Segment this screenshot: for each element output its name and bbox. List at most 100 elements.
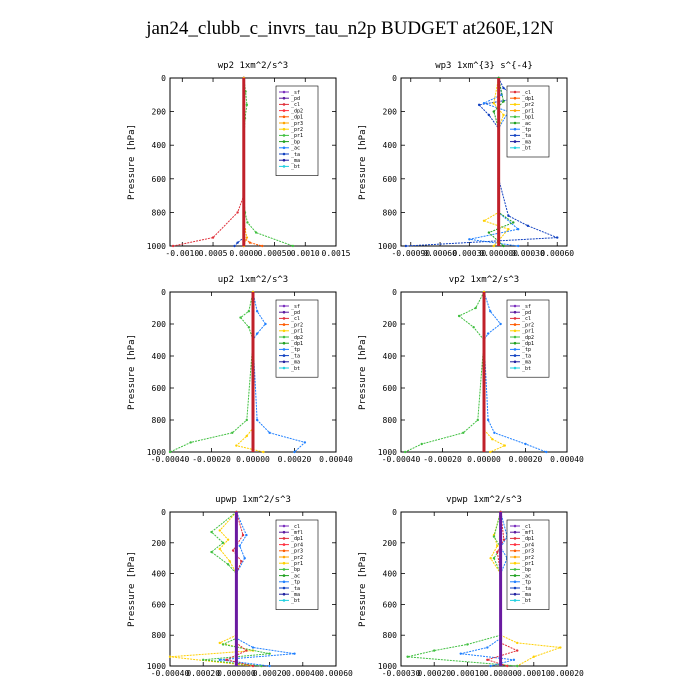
y-tick-label: 0 xyxy=(392,288,397,297)
series-point xyxy=(507,214,510,217)
legend-marker xyxy=(513,555,517,559)
series-point xyxy=(472,326,475,329)
series-point xyxy=(507,228,510,231)
x-tick-label: -0.0010 xyxy=(165,249,199,258)
x-tick-label: -0.00020 xyxy=(423,455,462,464)
y-tick-label: 400 xyxy=(152,570,167,579)
legend-marker xyxy=(513,549,517,553)
series-point xyxy=(225,658,228,662)
legend-marker xyxy=(513,354,517,357)
legend-entry: _pr3 xyxy=(291,121,303,127)
series-point xyxy=(492,557,496,560)
legend-marker xyxy=(282,574,286,577)
legend-marker xyxy=(282,329,286,333)
series-point xyxy=(218,658,221,662)
x-tick-label: 0.00020 xyxy=(509,455,543,464)
legend-marker xyxy=(513,568,517,571)
x-tick-label: 0.00050 xyxy=(258,249,292,258)
series-point xyxy=(171,244,175,248)
series-point xyxy=(406,655,409,658)
y-tick-label: 200 xyxy=(152,108,167,117)
series-point xyxy=(403,450,407,454)
series-point xyxy=(476,418,479,422)
y-tick-label: 1000 xyxy=(147,448,166,457)
y-axis-label: Pressure [hPa] xyxy=(127,334,137,410)
legend-entry: _tp xyxy=(522,580,531,586)
y-tick-label: 1000 xyxy=(147,242,166,251)
series-line-pr1 xyxy=(169,511,254,667)
series-point xyxy=(243,557,246,560)
legend-entry: _pr3 xyxy=(522,549,534,555)
legend-entry: _dp1 xyxy=(522,341,534,347)
series-point xyxy=(496,550,499,554)
legend-entry: _cl xyxy=(522,316,531,322)
legend-entry: _pr2 xyxy=(291,127,303,133)
series-point xyxy=(241,533,245,537)
legend-entry: _tp xyxy=(522,347,531,353)
y-tick-label: 600 xyxy=(152,175,167,184)
series-point xyxy=(502,244,505,248)
series-point xyxy=(291,244,295,248)
legend-marker xyxy=(282,599,286,602)
series-point xyxy=(235,444,238,447)
y-tick-label: 0 xyxy=(161,288,166,297)
legend-marker xyxy=(282,317,286,320)
legend-marker xyxy=(282,165,286,168)
legend-entry: _ac xyxy=(291,573,300,579)
legend-marker xyxy=(513,109,517,112)
x-tick-label: 0.00040 xyxy=(550,455,584,464)
y-tick-label: 400 xyxy=(152,141,167,150)
legend-entry: _tp xyxy=(291,347,300,353)
y-tick-label: 400 xyxy=(383,570,398,579)
legend-entry: _pr1 xyxy=(291,133,303,139)
legend-marker xyxy=(513,341,517,345)
y-tick-label: 1000 xyxy=(378,448,397,457)
y-tick-label: 1000 xyxy=(378,662,397,671)
series-point xyxy=(245,434,248,438)
series-point xyxy=(486,658,489,662)
y-tick-label: 400 xyxy=(383,352,398,361)
x-tick-label: 0.00010 xyxy=(517,669,551,678)
legend-marker xyxy=(513,323,517,326)
legend-marker xyxy=(282,568,286,571)
y-tick-label: 400 xyxy=(383,141,398,150)
series-line-dp1 xyxy=(224,511,254,667)
series-point xyxy=(254,231,258,234)
legend-marker xyxy=(513,574,517,577)
series-point xyxy=(499,322,502,326)
legend-marker xyxy=(282,537,286,540)
legend-entry: _bt xyxy=(522,598,531,604)
series-point xyxy=(226,538,230,541)
legend-entry: _mfl xyxy=(522,530,534,536)
legend-marker xyxy=(282,360,286,364)
legend-marker xyxy=(513,580,517,584)
x-tick-label: 0.00010 xyxy=(451,669,485,678)
x-tick-label: 0.00060 xyxy=(540,249,574,258)
x-tick-label: 0.000000 xyxy=(479,249,518,258)
series-point xyxy=(236,211,239,214)
series-line-dp1 xyxy=(169,291,254,453)
legend-marker xyxy=(282,341,286,345)
y-tick-label: 600 xyxy=(152,600,167,609)
panel-2: wp3 1xm^{3} s^{-4} Pressure [hPa] 0 200 400 6… xyxy=(358,61,574,258)
series-point xyxy=(218,641,221,645)
legend-marker xyxy=(282,127,286,131)
legend-marker xyxy=(282,158,286,162)
legend-entry: _cl xyxy=(522,524,531,530)
legend-marker xyxy=(513,140,517,143)
legend-marker xyxy=(282,549,286,553)
legend-entry: _pr2 xyxy=(291,322,303,328)
x-tick-label: -0.00030 xyxy=(382,669,421,678)
series-point xyxy=(255,310,259,313)
x-tick-label: 0.00000 xyxy=(484,669,518,678)
series-point xyxy=(293,652,296,655)
panel-title: up2 1xm^2/s^3 xyxy=(218,275,288,285)
legend-entry: _pd xyxy=(291,310,300,316)
legend-marker xyxy=(513,366,517,370)
x-tick-label: -0.00090 xyxy=(391,249,430,258)
y-tick-label: 800 xyxy=(383,208,398,217)
series-point xyxy=(248,241,252,244)
x-tick-label: -0.00040 xyxy=(151,669,190,678)
legend-entry: _pr2 xyxy=(522,102,534,108)
legend-entry: _pr4 xyxy=(522,542,534,548)
